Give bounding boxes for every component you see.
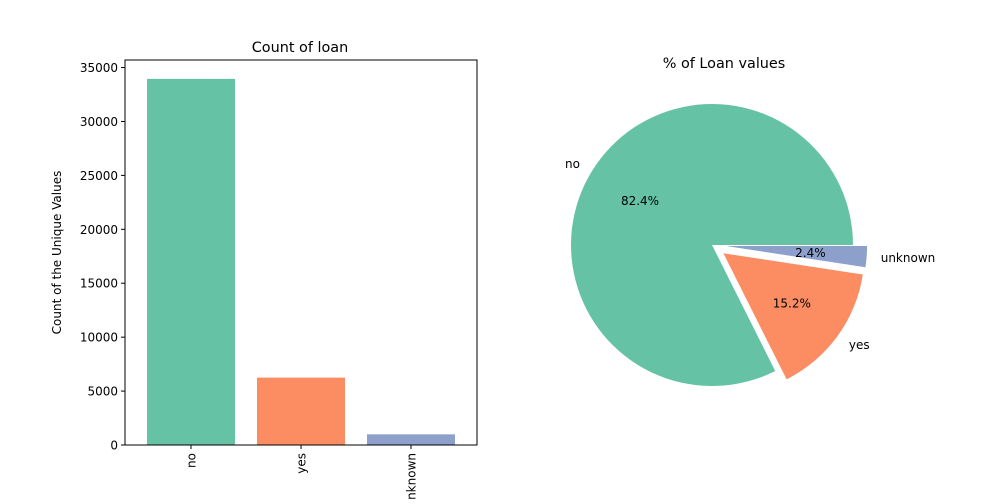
bar-ytick-label: 5000 xyxy=(87,385,118,399)
bar-yes xyxy=(257,377,345,445)
bar-ytick-label: 30000 xyxy=(80,115,118,129)
bar-axes-frame xyxy=(124,59,478,446)
bar-ytick-label: 10000 xyxy=(80,331,118,345)
pie-chart: % of Loan values no 82.4% yes 15.2% unknown 2… xyxy=(565,56,935,386)
bar-ytick-label: 25000 xyxy=(80,169,118,183)
pie-percent-yes: 15.2% xyxy=(773,297,811,311)
bar-unknown xyxy=(367,434,455,445)
pie-labels: no 82.4% yes 15.2% unknown 2.4% xyxy=(565,157,935,352)
pie-label-unknown: unknown xyxy=(881,251,936,265)
bar-ytick-label: 35000 xyxy=(80,61,118,75)
bar-chart: Count of loan Count of the Unique Values… xyxy=(50,40,478,504)
pie-slice-unknown xyxy=(726,246,868,268)
pie-label-yes: yes xyxy=(849,338,870,352)
pie-slice-yes xyxy=(723,253,863,380)
bar-chart-title: Count of loan xyxy=(252,40,349,56)
bar-x-axis: no yes unknown xyxy=(185,445,419,504)
bar-no xyxy=(147,78,235,445)
pie-wedges xyxy=(571,103,868,386)
bar-xtick-label: no xyxy=(185,453,199,468)
bar-y-axis: 0 5000 10000 15000 20000 25000 30000 35000 xyxy=(80,61,125,453)
pie-slice-no xyxy=(571,103,853,386)
pie-chart-title: % of Loan values xyxy=(663,56,786,72)
bar-xtick-label: unknown xyxy=(405,453,419,500)
bar-xtick-label: yes xyxy=(295,453,309,474)
bar-chart-ylabel: Count of the Unique Values xyxy=(50,171,64,335)
bar-series xyxy=(147,78,455,445)
bar-ytick-label: 15000 xyxy=(80,277,118,291)
pie-percent-no: 82.4% xyxy=(621,194,659,208)
pie-label-no: no xyxy=(565,157,580,171)
bar-ytick-label: 20000 xyxy=(80,223,118,237)
bar-ytick-label: 0 xyxy=(110,439,118,453)
pie-percent-unknown: 2.4% xyxy=(795,246,826,260)
